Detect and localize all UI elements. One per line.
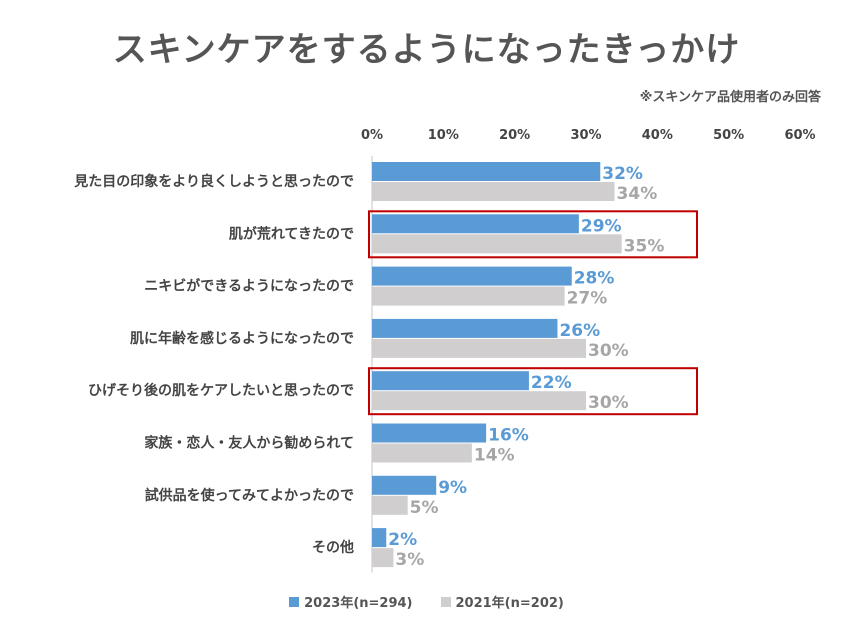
bar-2023 [372,528,387,548]
respondent-note: ※スキンケア品使用者のみ回答 [639,90,821,105]
legend-label-2021: 2021年(n=202) [455,596,564,611]
data-label-2023: 32% [602,164,643,184]
data-label-2023: 29% [581,216,622,236]
bar-chart: 0% 10% 20% 30% 40% 50% 60% 見た目の印象をより良くしようと思ったので… [73,128,816,573]
bar-2021 [372,548,394,568]
bar-2021 [372,443,472,463]
x-tick-label: 40% [642,128,673,143]
chart-title: スキンケアをするようになったきっかけ [112,30,741,70]
category-label: ひげそり後の肌をケアしたいと思ったので [88,382,354,399]
data-label-2021: 30% [588,341,629,361]
legend: 2023年(n=294) 2021年(n=202) [0,592,853,611]
bar-2021 [372,182,615,201]
bar-2023 [372,475,437,495]
bar-2023 [372,266,572,286]
category-label: 見た目の印象をより良くしようと思ったので [73,173,354,190]
highlight-box [368,367,698,416]
data-label-2023: 22% [531,373,572,393]
data-label-2021: 3% [395,550,424,570]
bar-2023 [372,318,558,338]
x-tick-label: 20% [499,128,530,143]
x-tick-label: 50% [713,128,744,143]
category-label: 肌に年齢を感じるようになったので [130,330,354,347]
category-label: 肌が荒れてきたので [229,225,354,242]
data-label-2021: 34% [617,184,658,204]
highlight-box [368,210,698,259]
bar-2023 [372,162,601,181]
data-label-2023: 16% [488,426,529,446]
bar-2021 [372,286,565,306]
bar-2021 [372,234,622,254]
bar-2023 [372,423,487,443]
data-label-2023: 26% [559,321,600,341]
data-label-2021: 35% [624,236,665,256]
x-tick-label: 0% [361,128,383,143]
bar-2021 [372,495,408,515]
bar-2023 [372,371,529,391]
legend-item-2021: 2021年(n=202) [440,592,564,611]
category-label: 試供品を使ってみてよかったので [145,487,354,504]
category-label: ニキビができるようになったので [144,278,354,295]
bar-2021 [372,338,586,358]
data-label-2021: 30% [588,393,629,413]
x-tick-label: 10% [428,128,459,143]
legend-swatch-2023 [289,596,300,607]
data-label-2021: 5% [410,498,439,518]
data-label-2023: 9% [438,478,467,498]
x-tick-label: 60% [784,128,815,143]
bar-2023 [372,214,579,234]
data-label-2023: 28% [574,269,615,289]
bar-2021 [372,391,586,411]
category-label: 家族・恋人・友人から勧められて [144,435,354,452]
legend-label-2023: 2023年(n=294) [304,596,413,611]
category-label: その他 [312,539,354,556]
data-label-2021: 14% [474,446,515,466]
legend-item-2023: 2023年(n=294) [289,592,413,611]
data-label-2021: 27% [567,289,608,309]
legend-swatch-2021 [440,596,451,607]
x-tick-label: 30% [570,128,601,143]
data-label-2023: 2% [388,530,417,550]
